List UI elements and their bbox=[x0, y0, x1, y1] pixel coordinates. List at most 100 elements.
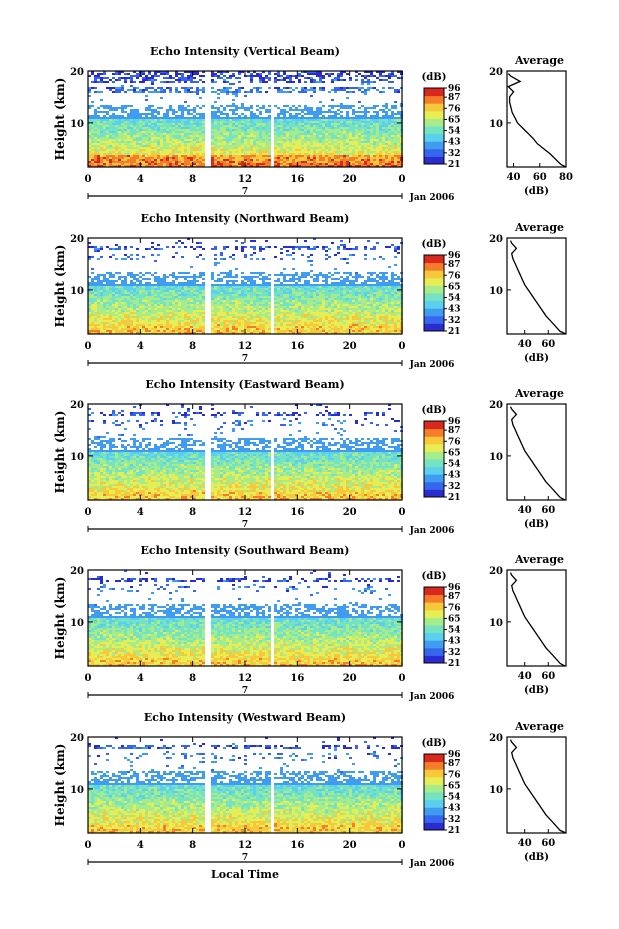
colorbar-tick-label: 21 bbox=[448, 493, 461, 503]
average-xlabel: (dB) bbox=[524, 519, 549, 530]
colorbar-swatch bbox=[424, 277, 444, 286]
average-frame bbox=[506, 237, 567, 335]
colorbar-swatch bbox=[424, 640, 444, 649]
colorbar-tick-label: 96 bbox=[448, 84, 461, 94]
colorbar-label: (dB) bbox=[422, 738, 447, 749]
x-tick-label: 0 bbox=[399, 174, 406, 185]
average-y-tick-label: 10 bbox=[489, 618, 503, 629]
colorbar-swatch bbox=[424, 459, 444, 468]
colorbar-swatch bbox=[424, 814, 444, 823]
colorbar-swatch bbox=[424, 776, 444, 785]
colorbar-swatch bbox=[424, 300, 444, 309]
y-tick-label: 10 bbox=[70, 286, 84, 297]
y-tick-label: 20 bbox=[70, 566, 84, 577]
x-tick-label: 4 bbox=[137, 174, 144, 185]
colorbar-tick-label: 76 bbox=[448, 104, 461, 114]
x-tick-label: 8 bbox=[189, 341, 196, 352]
colorbar-tick-label: 76 bbox=[448, 271, 461, 281]
colorbar-swatch bbox=[424, 88, 444, 97]
colorbar-tick-label: 43 bbox=[448, 138, 461, 148]
x-tick-label: 12 bbox=[238, 840, 252, 851]
x-tick-label: 8 bbox=[189, 840, 196, 851]
average-y-tick-label: 20 bbox=[489, 234, 503, 245]
heatmap-cells bbox=[88, 737, 403, 833]
x-tick-label: 8 bbox=[189, 673, 196, 684]
y-tick-label: 20 bbox=[70, 67, 84, 78]
colorbar-swatch bbox=[424, 594, 444, 603]
colorbar-swatch bbox=[424, 609, 444, 618]
colorbar-tick-label: 43 bbox=[448, 637, 461, 647]
colorbar-tick-label: 76 bbox=[448, 437, 461, 447]
y-axis-label: Height (km) bbox=[53, 78, 67, 161]
chart-panel-1: Echo Intensity (Northward Beam)2010Heigh… bbox=[53, 212, 567, 370]
colorbar-tick-label: 76 bbox=[448, 603, 461, 613]
colorbar-frame bbox=[423, 753, 445, 831]
average-y-tick-label: 20 bbox=[489, 67, 503, 78]
average-x-tick-label: 40 bbox=[507, 172, 521, 183]
average-profile-line bbox=[509, 572, 566, 667]
x-tick-label: 20 bbox=[343, 507, 357, 518]
x-tick-label: 4 bbox=[137, 840, 144, 851]
average-x-tick-label: 80 bbox=[559, 172, 573, 183]
colorbar-swatch bbox=[424, 436, 444, 445]
average-xlabel: (dB) bbox=[524, 685, 549, 696]
colorbar-swatch bbox=[424, 421, 444, 430]
average-y-tick-label: 20 bbox=[489, 400, 503, 411]
average-x-tick-label: 40 bbox=[518, 671, 532, 682]
colorbar-tick-label: 54 bbox=[448, 127, 461, 137]
average-xlabel: (dB) bbox=[524, 186, 549, 197]
local-time-label: Local Time bbox=[211, 868, 279, 881]
y-tick-label: 20 bbox=[70, 733, 84, 744]
x-tick-label: 0 bbox=[85, 673, 92, 684]
colorbar-swatch bbox=[424, 807, 444, 816]
x-tick-label: 20 bbox=[343, 673, 357, 684]
colorbar-tick-label: 96 bbox=[448, 417, 461, 427]
colorbar-tick-label: 87 bbox=[448, 592, 461, 602]
colorbar-swatch bbox=[424, 587, 444, 596]
day-label: 7 bbox=[242, 354, 248, 364]
y-tick-label: 20 bbox=[70, 400, 84, 411]
average-x-tick-label: 60 bbox=[533, 172, 547, 183]
colorbar-swatch bbox=[424, 148, 444, 157]
colorbar-swatch bbox=[424, 255, 444, 264]
x-tick-label: 0 bbox=[399, 341, 406, 352]
colorbar-swatch bbox=[424, 784, 444, 793]
colorbar-swatch bbox=[424, 481, 444, 490]
x-tick-label: 16 bbox=[290, 174, 304, 185]
average-y-tick-label: 10 bbox=[489, 119, 503, 130]
date-label: Jan 2006 bbox=[409, 526, 455, 536]
date-label: Jan 2006 bbox=[409, 859, 455, 869]
chart-title: Echo Intensity (Vertical Beam) bbox=[150, 45, 340, 58]
x-tick-label: 0 bbox=[85, 341, 92, 352]
day-label: 7 bbox=[242, 853, 248, 863]
day-label: 7 bbox=[242, 686, 248, 696]
chart-title: Echo Intensity (Eastward Beam) bbox=[145, 378, 344, 391]
average-profile-line bbox=[507, 73, 567, 168]
x-tick-label: 0 bbox=[85, 507, 92, 518]
colorbar-frame bbox=[423, 254, 445, 332]
chart-panel-4: Echo Intensity (Westward Beam)2010Height… bbox=[53, 711, 567, 869]
colorbar-swatch bbox=[424, 451, 444, 460]
average-y-tick-label: 20 bbox=[489, 566, 503, 577]
colorbar-tick-label: 32 bbox=[448, 149, 461, 159]
colorbar-tick-label: 43 bbox=[448, 305, 461, 315]
chart-panel-0: Echo Intensity (Vertical Beam) 20 10 Height… bbox=[53, 45, 573, 203]
average-title: Average bbox=[514, 221, 564, 234]
colorbar-tick-label: 43 bbox=[448, 804, 461, 814]
colorbar-tick-label: 32 bbox=[448, 648, 461, 658]
average-profile-line bbox=[509, 240, 567, 335]
colorbar-swatch bbox=[424, 323, 444, 332]
colorbar-tick-label: 96 bbox=[448, 750, 461, 760]
colorbar-swatch bbox=[424, 792, 444, 801]
average-frame bbox=[506, 569, 567, 667]
x-tick-label: 0 bbox=[85, 840, 92, 851]
day-label: 7 bbox=[242, 520, 248, 530]
y-axis-label: Height (km) bbox=[53, 411, 67, 494]
average-title: Average bbox=[514, 387, 564, 400]
average-xlabel: (dB) bbox=[524, 353, 549, 364]
average-y-tick-label: 10 bbox=[489, 785, 503, 796]
day-label: 7 bbox=[242, 187, 248, 197]
y-tick-label: 10 bbox=[70, 618, 84, 629]
x-tick-label: 0 bbox=[399, 507, 406, 518]
heatmap-cells bbox=[88, 71, 403, 167]
